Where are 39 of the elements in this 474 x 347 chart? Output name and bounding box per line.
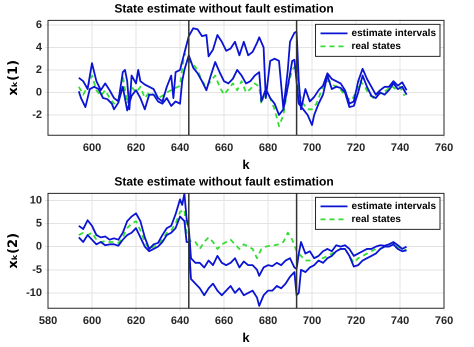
- x-tick-label: 680: [258, 314, 278, 327]
- x-tick-label: 700: [302, 142, 322, 154]
- legend-label: real states: [352, 214, 402, 226]
- y-tick-label: -5: [32, 264, 42, 276]
- y-tick-label: 5: [36, 218, 42, 230]
- chart-title: State estimate without fault estimation: [114, 174, 334, 189]
- x-axis-title: k: [242, 330, 250, 345]
- x-tick-label: 680: [258, 142, 278, 154]
- x-tick-label: 740: [390, 142, 410, 154]
- x-tick-label: 660: [214, 142, 234, 154]
- y-axis-title: xₖ(2): [6, 232, 22, 269]
- chart-title: State estimate without fault estimation: [114, 2, 334, 16]
- y-tick-label: 0: [36, 240, 42, 253]
- x-tick-label: 600: [82, 142, 102, 154]
- y-axis-title: xₖ(1): [6, 60, 22, 96]
- y-tick-label: 6: [36, 18, 42, 31]
- x-tick-label: 740: [390, 314, 410, 327]
- y-tick-label: 0: [36, 86, 42, 98]
- x-tick-label: 640: [170, 142, 190, 154]
- x-tick-label: 600: [82, 314, 102, 327]
- x-tick-label: 720: [346, 142, 366, 154]
- y-tick-label: -10: [26, 286, 42, 299]
- x-tick-label: 640: [170, 314, 190, 327]
- x-tick-label: 620: [126, 314, 146, 327]
- y-tick-label: -2: [32, 108, 42, 121]
- x-tick-label: 720: [346, 314, 366, 327]
- x-tick-label: 760: [434, 142, 454, 154]
- legend-label: estimate intervals: [352, 28, 436, 40]
- x-tick-label: 620: [126, 142, 146, 154]
- x-tick-label: 700: [302, 314, 322, 327]
- y-tick-label: 4: [36, 41, 43, 54]
- y-tick-label: 2: [36, 64, 42, 76]
- legend-label: estimate intervals: [352, 201, 436, 212]
- x-tick-label: 660: [214, 314, 234, 327]
- x-tick-label: 580: [38, 314, 58, 327]
- x-tick-label: 760: [434, 314, 454, 327]
- x-axis-title: k: [242, 156, 250, 172]
- y-tick-label: 10: [30, 194, 42, 206]
- legend-label: real states: [352, 41, 402, 52]
